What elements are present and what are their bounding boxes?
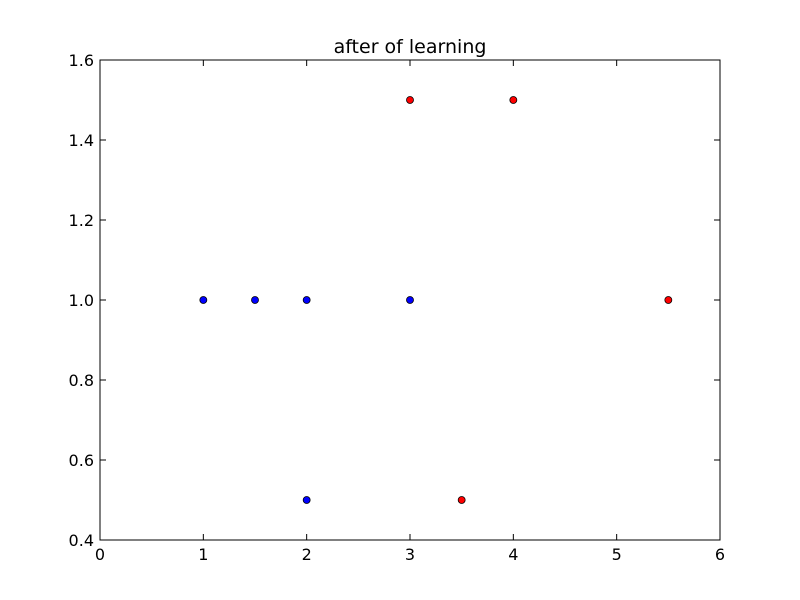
y-tick-label: 0.6: [69, 451, 94, 470]
axis-ticks: [99, 59, 721, 541]
y-tick-label: 1.0: [69, 291, 94, 310]
data-points: [199, 96, 673, 504]
scatter-point: [302, 496, 311, 504]
scatter-point: [664, 296, 673, 304]
x-tick-label: 5: [612, 545, 622, 564]
axis-tick-labels: 0 1 2 3 4 5 6 0.4 0.6 0.8 1.0 1.2 1.4 1.6: [69, 51, 726, 564]
x-tick-label: 0: [95, 545, 105, 564]
chart-title: after of learning: [334, 36, 487, 58]
scatter-point: [251, 296, 259, 304]
scatter-point: [199, 296, 208, 304]
x-tick-label: 1: [198, 545, 208, 564]
scatter-point: [457, 496, 466, 504]
y-tick-label: 1.6: [69, 51, 94, 70]
x-tick-label: 4: [508, 545, 518, 564]
scatter-point: [509, 96, 518, 104]
x-tick-label: 6: [715, 545, 725, 564]
x-tick-label: 3: [405, 545, 415, 564]
y-tick-label: 0.4: [69, 531, 94, 550]
scatter-point: [406, 296, 414, 304]
y-tick-label: 0.8: [69, 371, 94, 390]
scatter-point: [302, 296, 311, 304]
y-tick-label: 1.4: [69, 131, 94, 150]
scatter-point: [406, 96, 414, 104]
x-tick-label: 2: [302, 545, 312, 564]
y-tick-label: 1.2: [69, 211, 94, 230]
